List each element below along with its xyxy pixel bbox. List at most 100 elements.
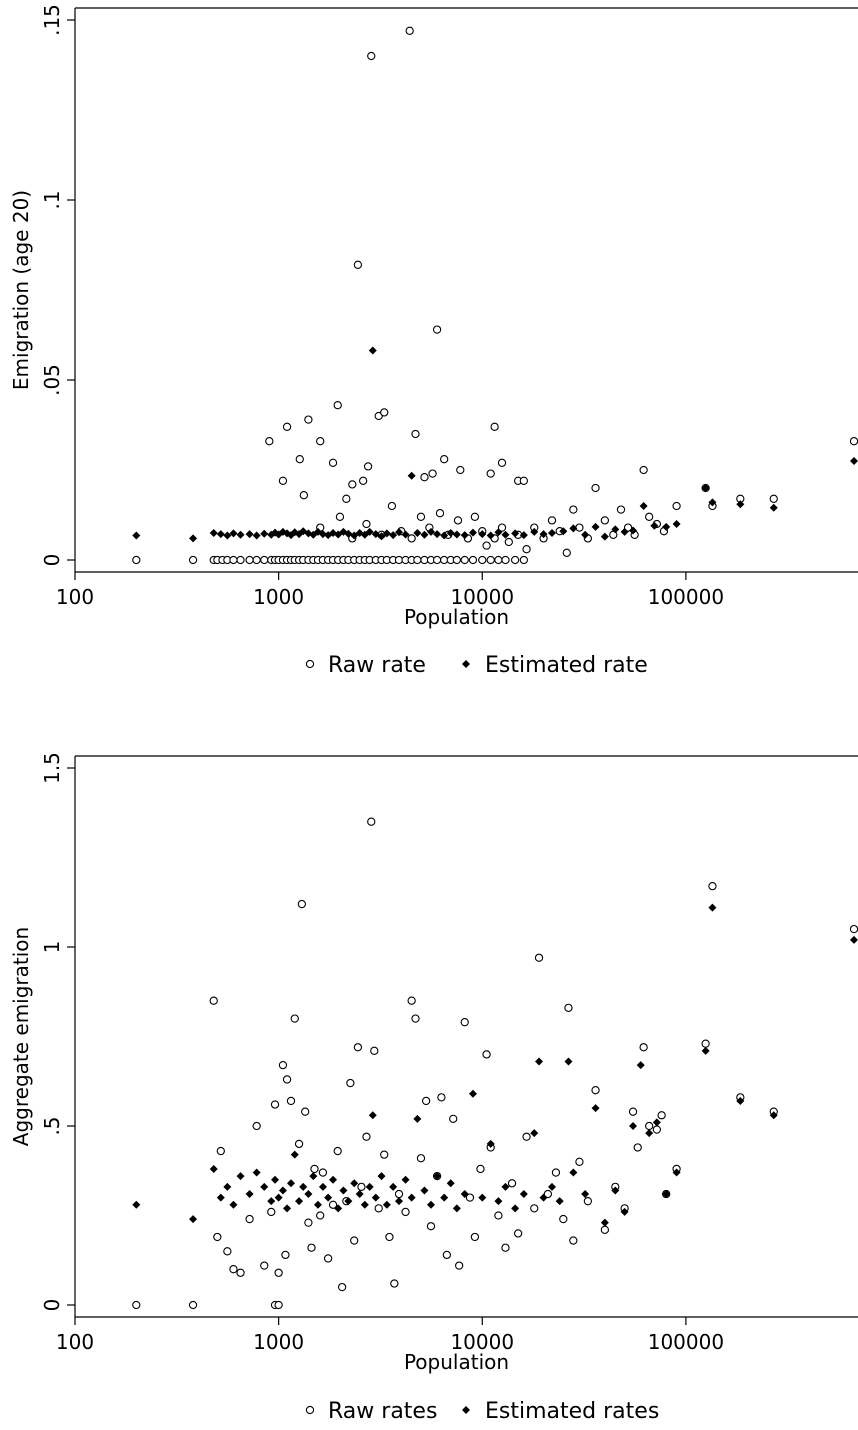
raw-rate-point [672, 501, 681, 511]
x-axis-title: Population [404, 605, 509, 629]
raw-rate-point [363, 462, 373, 471]
estimated-rate-point [271, 1175, 280, 1184]
estimated-rate-point [401, 1175, 410, 1184]
raw-rate-point [432, 325, 442, 334]
raw-rate-point [519, 476, 528, 485]
raw-rate-point [522, 545, 531, 554]
estimated-rate-point [650, 521, 659, 530]
estimated-rate-point [355, 1190, 364, 1199]
raw-rate-point [501, 1243, 510, 1252]
raw-rate-point [513, 1229, 523, 1238]
estimated-rate-point [494, 1197, 503, 1206]
estimated-rate-point [344, 1197, 353, 1206]
estimated-rate-point [377, 532, 386, 541]
raw-rate-point [428, 469, 437, 478]
raw-rate-point [316, 437, 325, 446]
estimated-rate-point [564, 1057, 573, 1066]
estimated-rate-point [286, 1179, 295, 1188]
raw-rate-point [490, 422, 499, 431]
estimated-rate-point [339, 1186, 348, 1195]
raw-rate-point [652, 1125, 662, 1134]
estimated-rate-point [290, 1150, 299, 1159]
estimated-rate-point [407, 1193, 416, 1202]
legend-raw-label: Raw rates [328, 1399, 437, 1424]
raw-rate-point [470, 1232, 480, 1242]
estimated-rate-point [334, 1204, 343, 1213]
estimated-rate-point [324, 1193, 333, 1202]
raw-rate-point [416, 1154, 426, 1163]
raw-rate-point [470, 512, 480, 521]
estimated-rate-point [401, 530, 410, 539]
estimated-rate-point [620, 527, 629, 536]
estimated-rate-point [581, 1190, 590, 1199]
legend-raw-label: Raw rate [328, 653, 426, 678]
raw-rate-point [299, 491, 309, 500]
raw-rate-point [229, 555, 238, 565]
estimated-rate-point [662, 1190, 671, 1199]
chart-bottom: 0 .5 1 1.5 100 1000 10000 100000 Population Aggre… [9, 752, 858, 1424]
raw-rate-point [132, 1300, 141, 1310]
raw-rate-point [534, 953, 544, 962]
raw-rate-point [387, 501, 397, 511]
raw-rate-point [260, 555, 269, 565]
estimated-rate-point [371, 1193, 380, 1202]
raw-rate-point [645, 512, 654, 521]
estimated-rate-point [426, 1200, 435, 1209]
estimated-rate-point [636, 1061, 645, 1070]
estimated-rate-point [468, 528, 477, 537]
estimated-rate-point [736, 500, 745, 509]
raw-rate-point [328, 1200, 338, 1209]
raw-rate-point [335, 512, 345, 521]
raw-rate-point [510, 555, 520, 565]
raw-rate-point [274, 1300, 283, 1310]
raw-rate-point [358, 476, 368, 485]
raw-rate-point [252, 555, 261, 565]
raw-rate-point [188, 555, 198, 565]
estimated-rate-point [446, 1179, 455, 1188]
estimated-rate-point [478, 1193, 487, 1202]
raw-rate-point [281, 1250, 290, 1260]
estimated-rate-point [591, 1104, 600, 1113]
raw-rate-point [290, 1014, 299, 1023]
raw-rate-point [316, 1211, 325, 1220]
y-tick-label: 1.5 [40, 752, 64, 784]
raw-rate-point [639, 465, 648, 475]
raw-rate-point [628, 1107, 638, 1116]
raw-rate-point [346, 1078, 355, 1088]
raw-rate-point [616, 505, 626, 514]
raw-rate-point [551, 1168, 561, 1177]
raw-rate-point [405, 26, 414, 35]
raw-rate-point [304, 415, 313, 424]
estimated-rate-point [530, 527, 539, 536]
estimated-rate-point [382, 529, 391, 538]
raw-rate-point [482, 541, 491, 550]
estimated-rate-point [460, 531, 469, 540]
raw-rate-point [460, 1018, 469, 1027]
legend-raw-marker [305, 659, 315, 669]
raw-rate-point [265, 437, 274, 446]
estimated-rate-point [511, 529, 520, 538]
raw-rate-point [530, 1204, 539, 1213]
estimated-rate-point [569, 1168, 578, 1177]
estimated-rate-point [440, 531, 449, 540]
raw-rate-point [294, 1139, 304, 1149]
estimated-rate-point [313, 1200, 322, 1209]
raw-rate-point [333, 401, 342, 410]
estimated-rate-point [769, 503, 778, 512]
raw-rate-point [482, 1050, 491, 1059]
estimated-rate-point [216, 1193, 225, 1202]
x-tick-label: 100 [56, 585, 94, 609]
series-estimated [132, 346, 858, 543]
legend: Raw rate Estimated rate [305, 653, 648, 678]
estimated-rate-point [486, 531, 495, 540]
raw-rate-point [407, 534, 416, 543]
estimated-rate-point [304, 1190, 313, 1199]
estimated-rate-point [611, 1186, 620, 1195]
raw-rate-point [380, 408, 389, 417]
estimated-rate-point [736, 1096, 745, 1105]
legend: Raw rates Estimated rates [305, 1399, 659, 1424]
estimated-rate-point [446, 529, 455, 537]
y-tick-label: 1 [40, 941, 64, 954]
raw-rate-point [583, 1197, 593, 1206]
estimated-rate-point [189, 1215, 198, 1224]
